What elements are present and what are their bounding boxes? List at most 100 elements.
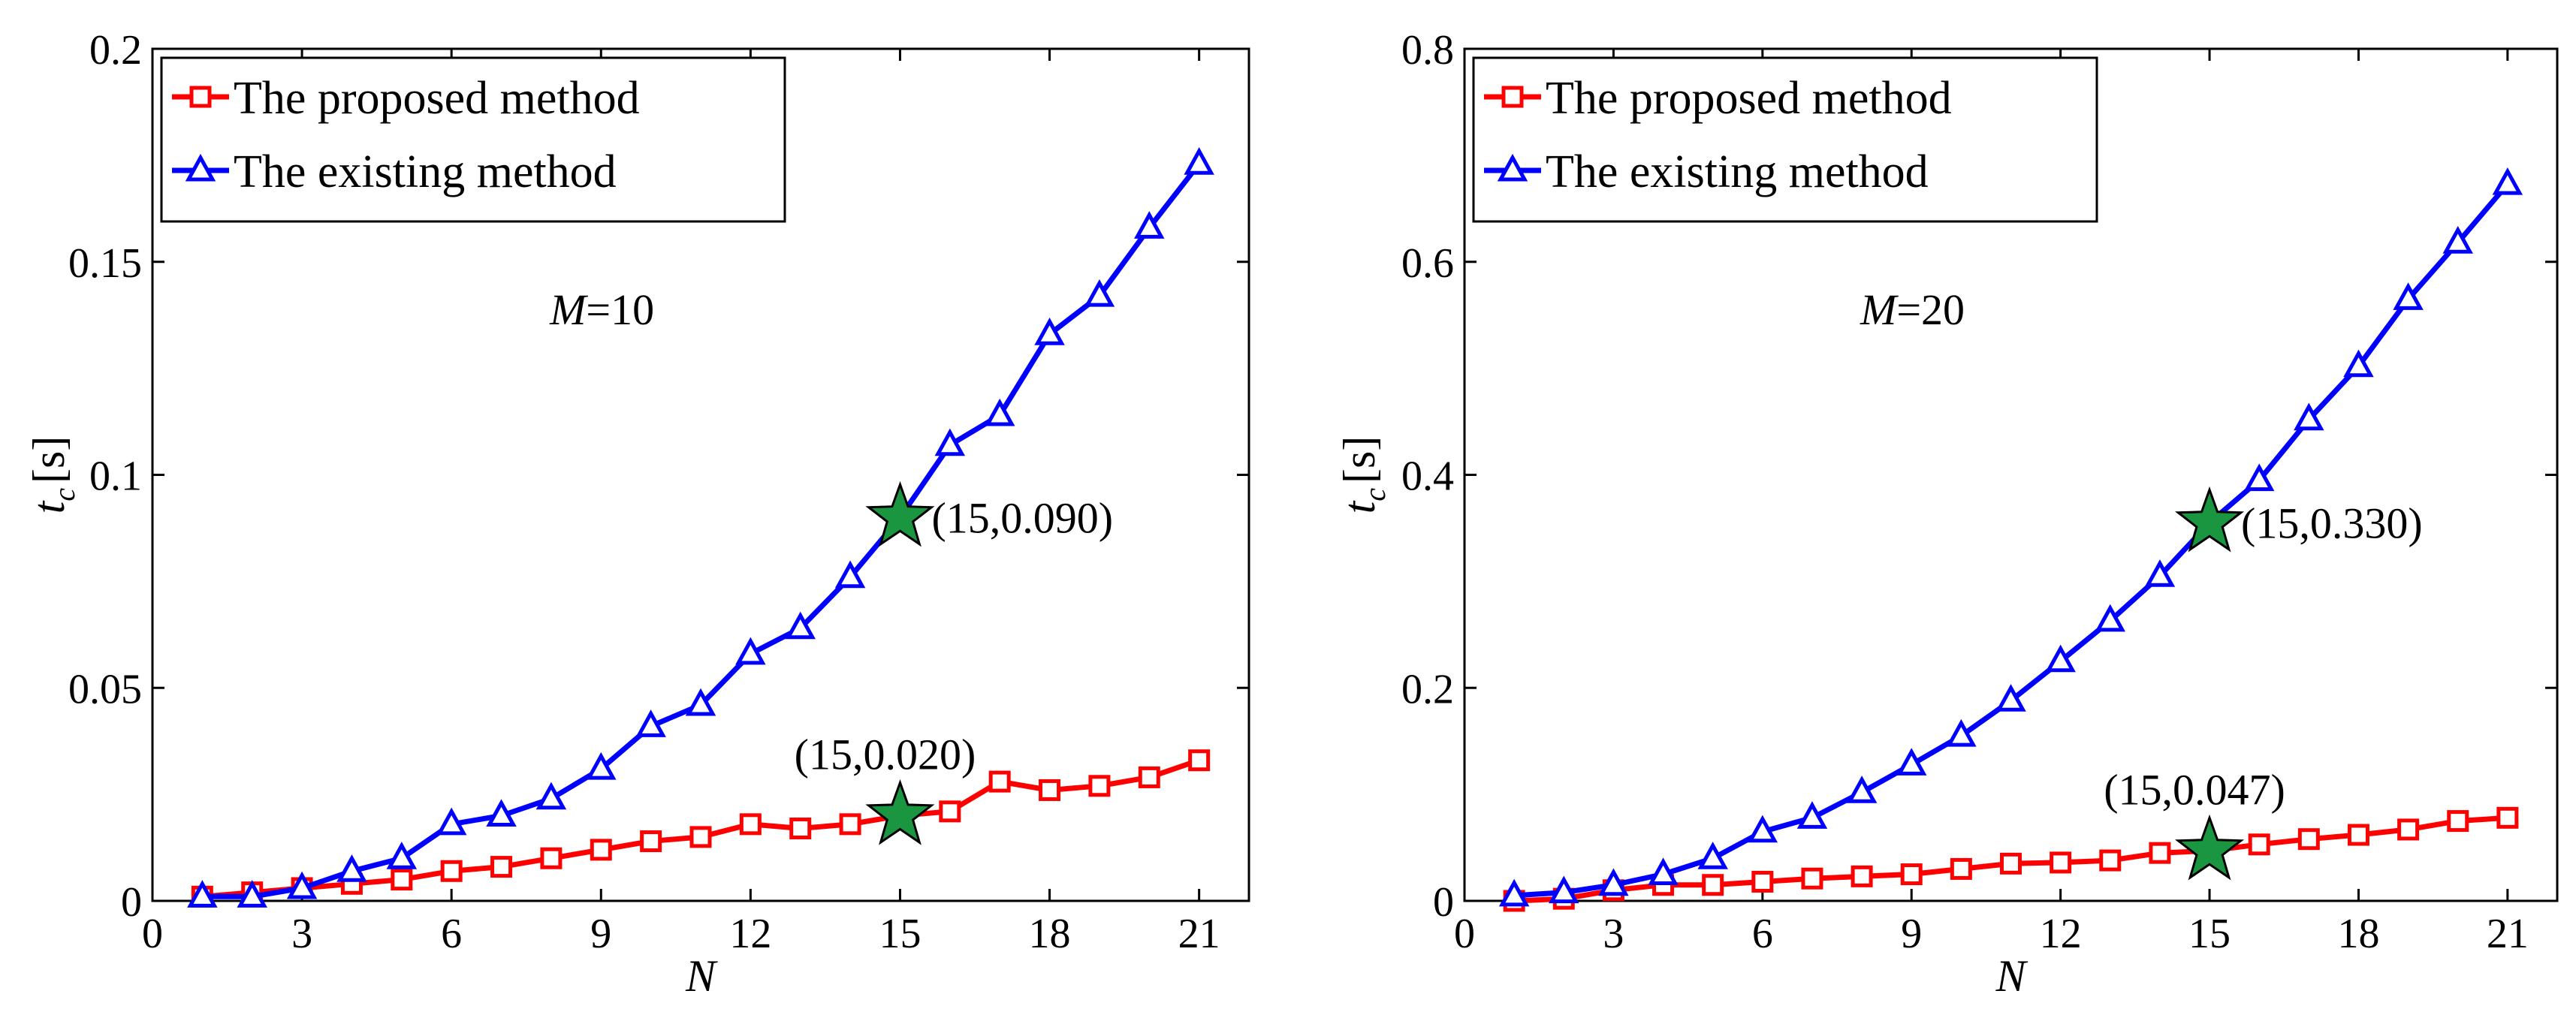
data-point-existing [586,751,617,780]
data-point-existing [386,842,418,869]
legend [160,56,786,223]
y-tick-label: 0.2 [89,27,142,74]
panel-label-var: M [1860,285,1899,334]
data-point-existing [1034,318,1065,345]
data-point-existing [1697,842,1728,869]
data-point-existing [984,398,1015,426]
x-tick-label: 3 [1603,911,1624,957]
data-point-proposed [2447,810,2469,833]
data-point-existing [2243,463,2275,492]
x-tick-label: 15 [2188,911,2231,957]
data-point-proposed [2099,849,2122,872]
x-axis-title: N [685,951,718,1001]
chart-left: 0 3 6 9 12 15 18 21 0 0.05 0.1 0.15 0.2 Ntc [s] M=10 (15… [24,27,1250,1001]
data-point-proposed [590,839,612,861]
data-point-existing [336,854,367,882]
data-point-proposed [2297,828,2320,851]
x-tick-label: 0 [142,911,163,957]
data-point-existing [486,799,517,827]
data-point-existing [1549,875,1579,904]
data-point-existing [735,637,766,665]
x-tick-label: 3 [291,911,312,957]
legend-label: The existing method [1546,146,1929,197]
y-tick-label: 0.8 [1401,27,1454,74]
x-tick-label: 15 [879,911,921,957]
data-point-existing [1896,748,1927,776]
x-tick-label: 21 [1178,911,1220,957]
data-point-existing [834,560,866,589]
highlight-star-icon [2174,486,2245,553]
data-point-proposed [2397,818,2420,841]
data-point-proposed [1950,857,1972,880]
highlight-star-icon [865,480,935,547]
x-tick-label: 6 [441,911,462,957]
data-point-existing [2442,226,2473,254]
y-axis-title-unit: [s] [24,436,74,483]
data-point-proposed [1751,870,1774,893]
data-point-proposed [2496,806,2519,829]
data-point-existing [286,871,318,899]
data-point-proposed [789,818,812,840]
data-point-existing [1184,147,1214,175]
y-tick-label: 0.4 [1401,453,1454,500]
data-point-existing [1134,211,1165,239]
data-point-existing [2294,402,2324,431]
data-point-existing [1846,776,1878,803]
annotation-label: (15,0.330) [2241,498,2423,547]
legend-label: The proposed method [1546,73,1952,124]
data-point-proposed [1138,766,1160,788]
data-point-existing [1084,279,1115,307]
data-point-existing [1598,868,1629,896]
data-point-proposed [1801,867,1823,890]
chart-right: 0 3 6 9 12 15 18 21 0 0.2 0.4 0.6 0.8 Ntc [s] M=20 (15,0… [1335,27,2559,1001]
data-point-proposed [2149,842,2171,864]
data-point-proposed [1900,863,1923,886]
data-point-proposed [1188,749,1211,772]
data-point-existing [2343,349,2374,378]
y-tick-label: 0.6 [1401,240,1454,287]
data-point-existing [2095,604,2126,632]
highlight-star-icon [2174,814,2245,881]
y-axis-title-main: t [24,500,74,514]
data-point-proposed [988,770,1011,793]
legend-marker-square-icon [189,86,212,108]
data-point-existing [934,428,966,456]
data-point-proposed [391,869,413,891]
legend-marker-triangle-icon [1497,153,1528,182]
data-point-existing [535,782,567,810]
data-point-existing [1498,878,1530,907]
panel-label-var: M [549,285,588,334]
data-point-proposed [2050,851,2072,874]
legend [1472,56,2098,223]
y-axis-title-sub: c [1358,488,1392,501]
data-point-existing [2144,559,2176,587]
y-tick-label: 0.15 [68,240,142,287]
y-tick-label: 0 [121,879,142,926]
data-point-proposed [1851,865,1873,887]
data-point-existing [685,688,716,716]
data-point-existing [1747,815,1778,843]
data-point-existing [1946,718,1977,747]
data-point-proposed [2248,833,2270,856]
annotation-label: (15,0.090) [931,493,1113,542]
x-tick-label: 0 [1454,911,1475,957]
panel-label: M=20 [1860,285,1965,334]
x-tick-label: 6 [1752,911,1773,957]
y-axis-title-sub: c [47,488,81,501]
y-axis-title: tc [s] [1335,436,1392,514]
data-point-proposed [2000,852,2022,875]
data-point-proposed [839,813,861,836]
y-tick-label: 0.1 [89,453,142,500]
data-point-proposed [490,856,513,878]
y-tick-label: 0.2 [1401,666,1454,712]
x-tick-label: 9 [590,911,611,957]
y-tick-label: 0 [1433,879,1454,926]
legend-marker-square-icon [1501,86,1524,108]
data-point-existing [187,880,218,908]
y-axis-title-main: t [1335,500,1384,514]
y-tick-label: 0.05 [68,666,142,712]
data-point-proposed [1088,775,1111,797]
data-point-existing [237,880,267,908]
legend-label: The existing method [234,146,617,197]
